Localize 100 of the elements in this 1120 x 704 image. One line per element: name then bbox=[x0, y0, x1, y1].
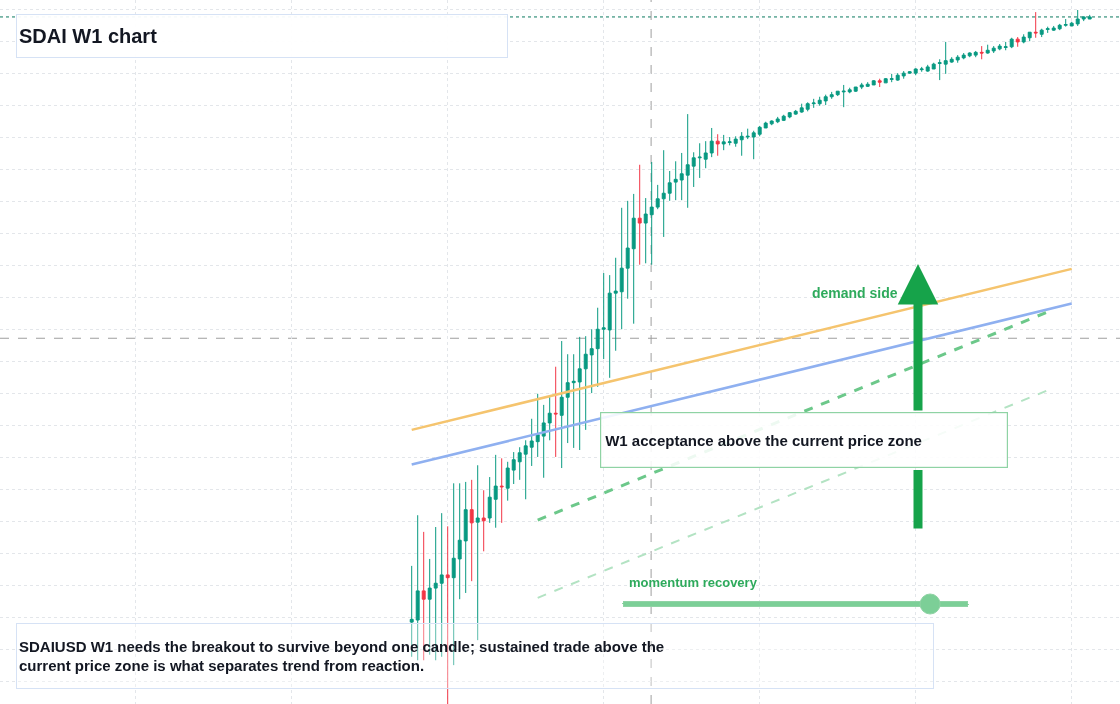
candlestick bbox=[1021, 33, 1026, 44]
candlestick bbox=[979, 45, 984, 60]
candlestick bbox=[481, 489, 486, 552]
candlestick bbox=[1009, 37, 1014, 49]
candlestick bbox=[1051, 25, 1056, 32]
candlestick bbox=[703, 140, 708, 169]
candlestick bbox=[925, 64, 930, 73]
annotation: W1 acceptance above the current price zone bbox=[605, 431, 922, 449]
candlestick bbox=[607, 274, 612, 379]
candlestick bbox=[637, 164, 642, 266]
candlestick bbox=[1069, 21, 1074, 27]
candlestick bbox=[529, 418, 534, 467]
candlestick bbox=[853, 86, 858, 93]
candlestick bbox=[859, 82, 864, 90]
candlestick bbox=[673, 160, 678, 201]
candlestick bbox=[655, 184, 660, 210]
text: SDAI W1 chart bbox=[19, 25, 158, 47]
candlestick bbox=[937, 58, 942, 81]
candlestick bbox=[991, 45, 996, 54]
candlestick bbox=[571, 353, 576, 449]
candlestick bbox=[499, 457, 504, 524]
candlestick bbox=[919, 66, 924, 73]
candlestick bbox=[733, 135, 738, 148]
candlestick bbox=[727, 136, 732, 146]
candlestick bbox=[1045, 26, 1050, 34]
candlestick bbox=[1075, 9, 1080, 27]
candlestick bbox=[949, 56, 954, 63]
candlestick bbox=[955, 54, 960, 64]
candlestick bbox=[601, 272, 606, 360]
candlestick bbox=[511, 451, 516, 485]
candlestick bbox=[595, 307, 600, 388]
candlestick bbox=[871, 79, 876, 86]
candlestick bbox=[679, 152, 684, 201]
candlestick bbox=[559, 340, 564, 469]
candlestick bbox=[661, 149, 666, 238]
candlestick bbox=[1081, 15, 1086, 22]
candlestick bbox=[685, 113, 690, 209]
candlestick bbox=[907, 70, 912, 75]
candlestick bbox=[739, 131, 744, 157]
candlestick bbox=[823, 94, 828, 106]
candlestick bbox=[931, 62, 936, 70]
candlestick bbox=[697, 142, 702, 179]
candlestick bbox=[889, 73, 894, 83]
candlestick bbox=[973, 50, 978, 58]
candlestick bbox=[847, 87, 852, 93]
candlestick bbox=[961, 52, 966, 59]
candlestick bbox=[469, 479, 474, 582]
candlestick bbox=[1033, 11, 1038, 39]
candlestick bbox=[811, 98, 816, 109]
candlestick bbox=[667, 170, 672, 202]
candlestick bbox=[475, 464, 480, 641]
annotation: demand side bbox=[812, 285, 898, 301]
candlestick bbox=[967, 51, 972, 58]
candlestick bbox=[913, 67, 918, 76]
candlestick bbox=[583, 335, 588, 431]
candlestick bbox=[553, 366, 558, 458]
candlestick bbox=[493, 454, 498, 529]
candlestick bbox=[487, 476, 492, 524]
candlestick bbox=[1087, 14, 1092, 20]
candlestick bbox=[643, 197, 648, 264]
candlestick bbox=[1015, 36, 1020, 48]
candlestick bbox=[775, 116, 780, 123]
candlestick bbox=[649, 161, 654, 266]
candlestick bbox=[883, 77, 888, 84]
candlestick bbox=[877, 78, 882, 88]
candlestick bbox=[1003, 41, 1008, 51]
candlestick bbox=[1063, 18, 1068, 28]
candlestick bbox=[793, 109, 798, 116]
candlestick bbox=[589, 328, 594, 394]
candlestick bbox=[523, 439, 528, 500]
candlestick bbox=[805, 101, 810, 112]
candlestick bbox=[757, 125, 762, 137]
candlestick bbox=[613, 257, 618, 352]
candlestick bbox=[895, 72, 900, 82]
candlestick bbox=[535, 393, 540, 458]
candlestick bbox=[721, 134, 726, 151]
candlestick bbox=[505, 461, 510, 502]
candlestick bbox=[763, 121, 768, 129]
candlestick bbox=[619, 207, 624, 330]
candlestick bbox=[691, 151, 696, 188]
candlestick bbox=[985, 44, 990, 54]
candlestick bbox=[997, 43, 1002, 50]
candlestick bbox=[1039, 28, 1044, 38]
candlestick bbox=[865, 81, 870, 88]
candlestick bbox=[781, 114, 786, 122]
candlestick bbox=[577, 336, 582, 451]
candlestick bbox=[745, 128, 750, 140]
candlestick bbox=[769, 119, 774, 126]
candlestick bbox=[787, 111, 792, 119]
candlestick bbox=[1057, 23, 1062, 30]
candlestick bbox=[1027, 31, 1032, 42]
candlestick bbox=[751, 130, 756, 160]
annotation: momentum recovery bbox=[629, 575, 758, 590]
candlestick bbox=[943, 41, 948, 75]
candlestick bbox=[547, 396, 552, 441]
candlestick bbox=[709, 127, 714, 158]
candlestick bbox=[541, 404, 546, 479]
candlestick bbox=[799, 103, 804, 114]
candlestick bbox=[463, 481, 468, 594]
candlestick bbox=[829, 91, 834, 100]
